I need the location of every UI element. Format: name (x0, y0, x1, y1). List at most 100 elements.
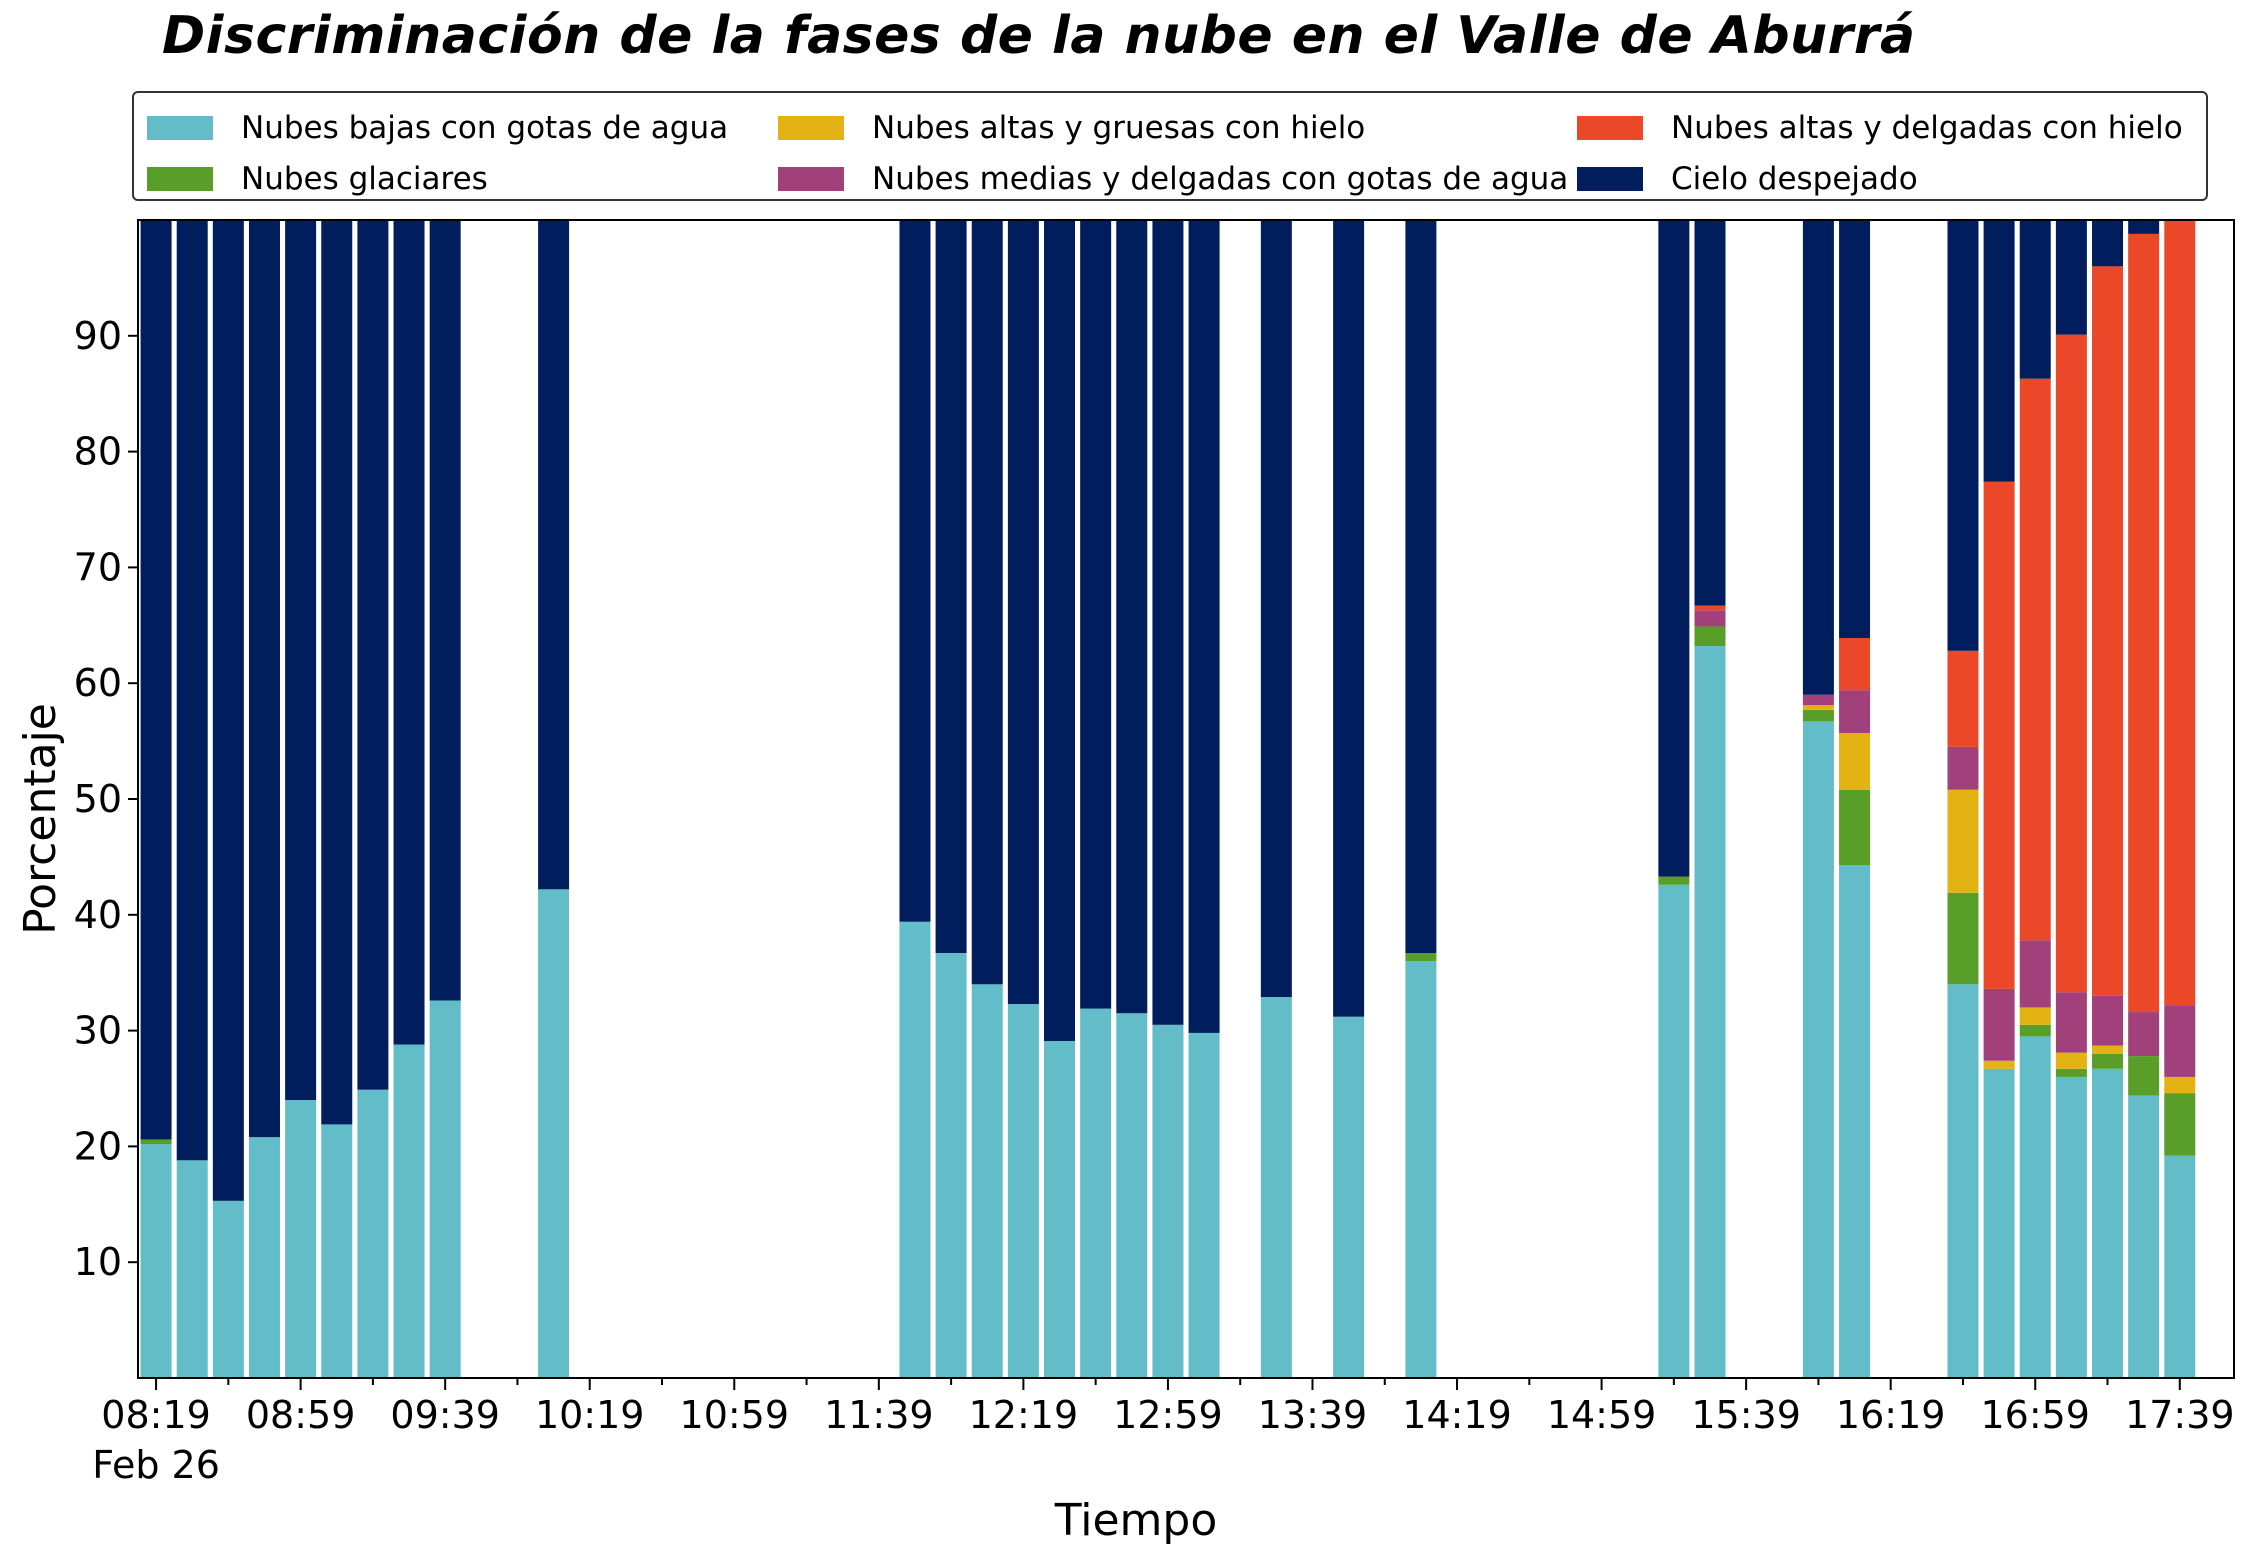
bar-segment (1983, 481, 2015, 989)
bar-segment (140, 1139, 172, 1145)
bar-segment (1694, 626, 1726, 647)
bar-segment (140, 220, 172, 1140)
legend-label: Nubes altas y gruesas con hielo (872, 110, 1366, 146)
x-tick-label: 16:59 (1980, 1393, 2090, 1437)
x-tick-label: 08:59 (246, 1393, 356, 1437)
bar-segment (1007, 220, 1039, 1004)
bar-segment (2128, 1012, 2160, 1057)
bar-segment (285, 220, 317, 1101)
x-tick-label: 09:39 (390, 1393, 500, 1437)
legend-swatch (778, 116, 844, 140)
bar-segment (899, 921, 931, 1378)
bar-segment (1839, 789, 1871, 866)
x-tick-label: 14:59 (1547, 1393, 1657, 1437)
legend-swatch (147, 116, 213, 140)
x-tick-label: 11:39 (824, 1393, 934, 1437)
bar-segment (2019, 940, 2051, 1008)
bar-segment (1947, 984, 1979, 1378)
y-tick-label: 30 (74, 1009, 122, 1053)
legend-item: Nubes altas y gruesas con hielo (778, 108, 1365, 148)
bar-segment (1839, 690, 1871, 733)
bars (140, 220, 2196, 1378)
bar-segment (1260, 997, 1292, 1378)
x-tick-label: 14:19 (1402, 1393, 1512, 1437)
bar-segment (1947, 650, 1979, 747)
bar-segment (1947, 220, 1979, 651)
legend-item: Nubes altas y delgadas con hielo (1577, 108, 2183, 148)
bar-segment (2128, 233, 2160, 1013)
legend-label: Nubes altas y delgadas con hielo (1671, 110, 2183, 146)
bar-segment (2019, 1036, 2051, 1378)
bar-segment (935, 953, 967, 1378)
bar-segment (971, 220, 1003, 985)
bar-segment (2092, 1053, 2124, 1069)
bar-segment (2128, 1056, 2160, 1096)
bar-segment (1983, 1068, 2015, 1378)
bar-segment (1260, 220, 1292, 998)
bar-segment (212, 1200, 244, 1378)
bar-segment (2128, 1095, 2160, 1378)
bar-segment (393, 220, 425, 1045)
bar-segment (2164, 1005, 2196, 1077)
bar-segment (2092, 995, 2124, 1046)
bar-segment (1152, 220, 1184, 1025)
bar-segment (2019, 1024, 2051, 1037)
y-tick-label: 20 (74, 1124, 122, 1168)
bar-segment (971, 984, 1003, 1378)
bar-segment (1983, 1060, 2015, 1069)
x-tick-label: 08:19 (101, 1393, 211, 1437)
bar-segment (176, 1160, 208, 1378)
x-tick-label: 12:19 (969, 1393, 1079, 1437)
bar-segment (1405, 953, 1437, 962)
legend-item: Nubes glaciares (147, 159, 488, 199)
bar-segment (1839, 865, 1871, 1378)
legend-swatch (778, 167, 844, 191)
legend-swatch (1577, 116, 1643, 140)
bar-segment (2164, 1155, 2196, 1378)
bar-segment (2055, 220, 2087, 335)
bar-segment (357, 1089, 389, 1378)
bar-segment (1947, 746, 1979, 790)
bar-segment (538, 220, 570, 890)
x-tick-label: 12:59 (1113, 1393, 1223, 1437)
bar-segment (2055, 334, 2087, 993)
bar-segment (248, 220, 280, 1138)
bar-segment (2092, 1068, 2124, 1378)
bar-segment (1802, 721, 1834, 1378)
bar-segment (2164, 1076, 2196, 1094)
bar-segment (1694, 610, 1726, 627)
bar-segment (321, 1124, 353, 1378)
bar-segment (1080, 1008, 1112, 1378)
bar-segment (1694, 605, 1726, 611)
bar-segment (2092, 220, 2124, 267)
legend-item: Cielo despejado (1577, 159, 1918, 199)
bar-segment (357, 220, 389, 1090)
x-tick-label: 10:59 (680, 1393, 790, 1437)
y-tick-label: 70 (74, 545, 122, 589)
bar-segment (1802, 220, 1834, 695)
x-tick-label: 16:19 (1836, 1393, 1946, 1437)
bar-segment (176, 220, 208, 1161)
bar-segment (2092, 1045, 2124, 1054)
y-tick-label: 40 (74, 893, 122, 937)
bar-segment (1405, 220, 1437, 954)
bar-segment (2164, 1093, 2196, 1156)
bar-segment (429, 220, 461, 1001)
bar-segment (1116, 1013, 1148, 1378)
x-tick-label: 10:19 (535, 1393, 645, 1437)
y-axis-label: Porcentaje (15, 703, 66, 935)
bar-segment (1116, 220, 1148, 1014)
y-tick-label: 10 (74, 1240, 122, 1284)
bar-segment (1007, 1003, 1039, 1378)
x-axis-label: Tiempo (1054, 1495, 1218, 1546)
legend-swatch (1577, 167, 1643, 191)
bar-segment (1044, 1041, 1076, 1378)
bar-segment (1694, 220, 1726, 606)
bar-segment (1188, 1032, 1220, 1378)
bar-segment (899, 220, 931, 922)
bar-segment (2128, 220, 2160, 234)
bar-segment (212, 220, 244, 1201)
y-tick-label: 90 (74, 314, 122, 358)
legend-label: Nubes glaciares (241, 161, 488, 197)
